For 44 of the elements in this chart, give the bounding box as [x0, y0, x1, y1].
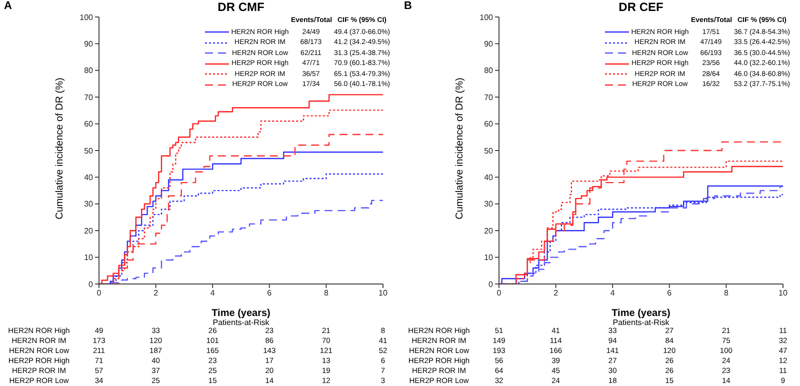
text: Patients-at-Risk — [212, 318, 270, 327]
y-tick-label: 90 — [484, 40, 494, 49]
y-axis-title: Cumulative incidence of DR (%) — [454, 76, 466, 222]
y-tick-label: 20 — [484, 226, 494, 236]
y-tick-label: 50 — [84, 146, 94, 156]
x-tick-label: 4 — [210, 288, 216, 298]
x-tick-label: 0 — [496, 288, 502, 298]
x-tick-label: 8 — [724, 288, 729, 298]
y-tick-label: 90 — [84, 40, 94, 49]
chart-title: DR CMF — [216, 0, 266, 14]
x-tick-label: 8 — [324, 288, 329, 298]
x-tick-label: 6 — [267, 288, 272, 298]
x-tick-label: 0 — [96, 288, 102, 298]
y-tick-label: 100 — [480, 12, 494, 22]
y-tick-label: 50 — [484, 146, 494, 156]
text: B — [404, 0, 412, 12]
y-axis-title: Cumulative incidence of DR (%) — [54, 76, 66, 222]
y-tick-label: 40 — [84, 173, 94, 182]
x-tick-label: 10 — [378, 288, 388, 298]
x-tick-label: 2 — [554, 288, 559, 298]
y-tick-label: 100 — [80, 12, 94, 22]
y-tick-label: 10 — [484, 253, 494, 262]
y-tick-label: 30 — [484, 200, 494, 209]
y-tick-label: 0 — [488, 280, 494, 289]
x-tick-label: 10 — [778, 288, 788, 298]
y-tick-label: 20 — [84, 226, 94, 236]
y-tick-label: 30 — [84, 200, 94, 209]
y-tick-label: 0 — [88, 280, 94, 289]
chart-title: DR CEF — [618, 0, 664, 14]
x-axis-title: Time (years) — [210, 308, 272, 319]
y-tick-label: 40 — [484, 173, 494, 182]
x-tick-label: 4 — [610, 288, 616, 298]
x-axis-title: Time (years) — [610, 308, 672, 319]
y-tick-label: 60 — [84, 120, 94, 129]
x-tick-label: 2 — [154, 288, 159, 298]
y-tick-label: 80 — [84, 66, 94, 76]
y-tick-label: 80 — [484, 66, 494, 76]
text: Patients-at-Risk — [612, 318, 670, 327]
y-tick-label: 70 — [484, 92, 494, 102]
y-tick-label: 60 — [484, 120, 494, 129]
text: A — [4, 0, 12, 12]
y-tick-label: 70 — [84, 92, 94, 102]
x-tick-label: 6 — [667, 288, 672, 298]
y-tick-label: 10 — [84, 253, 94, 262]
